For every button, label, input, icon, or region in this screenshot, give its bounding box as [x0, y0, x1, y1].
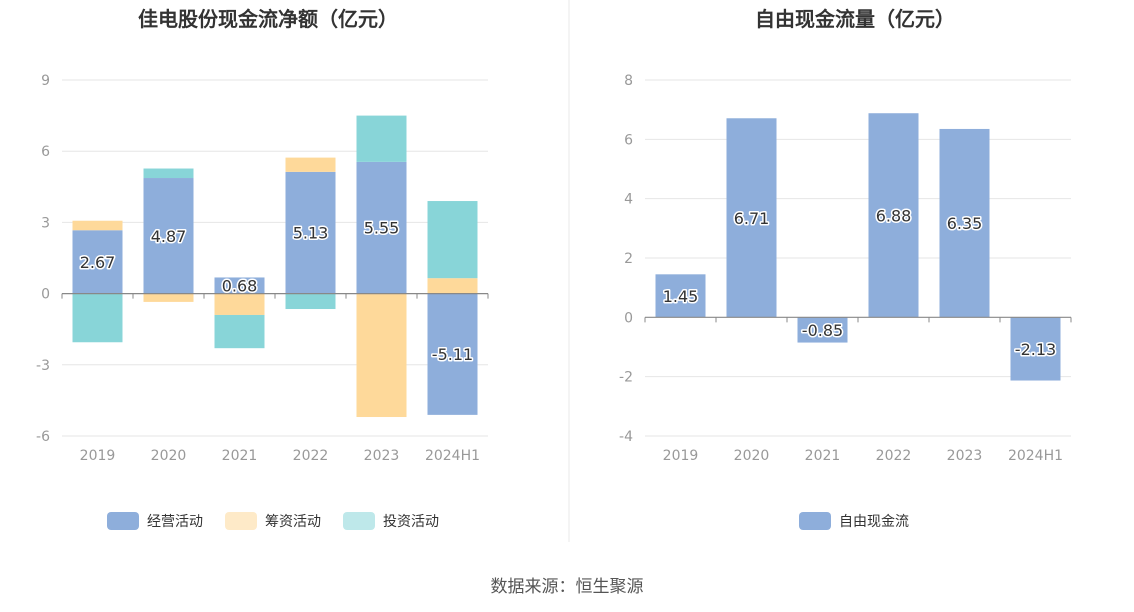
bar: [356, 115, 407, 162]
bar: [427, 201, 478, 279]
data-label: -5.11: [432, 345, 473, 364]
y-tick-label: 9: [41, 73, 50, 89]
bar: [285, 171, 336, 294]
y-tick-label: 6: [41, 144, 50, 160]
chart-title: 自由现金流量（亿元）: [755, 7, 955, 31]
data-label: 0.68: [222, 277, 258, 296]
x-tick-label: 2022: [876, 448, 912, 464]
bar: [868, 113, 919, 318]
y-tick-label: 8: [624, 73, 633, 89]
data-label: 2.67: [80, 253, 116, 272]
x-tick-label: 2020: [734, 448, 770, 464]
legend-label: 经营活动: [147, 514, 203, 530]
x-tick-label: 2022: [293, 448, 329, 464]
bar: [356, 293, 407, 418]
legend-swatch: [107, 512, 139, 530]
y-tick-label: 4: [624, 192, 633, 208]
y-tick-label: -6: [36, 429, 50, 445]
bar: [726, 118, 777, 318]
bar: [1010, 317, 1061, 381]
legend-label: 筹资活动: [265, 513, 321, 530]
bar: [214, 293, 265, 315]
bar: [72, 230, 123, 294]
legend-swatch: [799, 512, 831, 530]
bar: [285, 157, 336, 172]
legend-label: 自由现金流: [839, 514, 909, 530]
y-tick-label: 3: [41, 215, 50, 231]
bar: [72, 220, 123, 231]
bar: [214, 277, 265, 294]
x-tick-label: 2019: [663, 448, 699, 464]
data-label: 1.45: [663, 287, 699, 306]
legend-swatch: [225, 512, 257, 530]
y-tick-label: -2: [619, 370, 633, 386]
y-tick-label: -4: [619, 429, 633, 445]
bar: [143, 178, 194, 294]
bar: [285, 293, 336, 310]
y-tick-label: 6: [624, 132, 633, 148]
y-tick-label: -3: [36, 358, 50, 374]
x-tick-label: 2023: [947, 448, 983, 464]
data-label: 5.13: [293, 224, 329, 243]
bar: [214, 314, 265, 349]
data-label: -2.13: [1015, 340, 1056, 359]
free-cashflow-chart: 自由现金流量（亿元） -4 -2 0 2 4 6 8 2019 2020 2021 2022 2023 2…: [619, 7, 1072, 530]
bar: [356, 161, 407, 294]
bar: [143, 293, 194, 302]
legend-swatch: [343, 512, 375, 530]
source-note: 数据来源：恒生聚源: [490, 577, 644, 597]
legend-label: 投资活动: [383, 514, 439, 530]
x-tick-label: 2024H1: [1008, 448, 1063, 464]
bar: [939, 128, 990, 318]
data-label: -0.85: [802, 321, 843, 340]
data-label: 6.35: [947, 214, 983, 233]
cashflow-net-chart: 佳电股份现金流净额（亿元） -6 -3 0 3 6 9 2019 2020 2021 2022 202…: [36, 7, 489, 530]
data-label: 6.71: [734, 209, 770, 228]
y-tick-label: 0: [624, 310, 633, 326]
bar: [72, 293, 123, 343]
bar: [655, 274, 706, 318]
x-tick-label: 2019: [80, 448, 116, 464]
bar: [427, 278, 478, 294]
y-tick-label: 2: [624, 251, 633, 267]
bar: [797, 317, 848, 343]
bar: [427, 293, 478, 415]
x-tick-label: 2021: [805, 448, 841, 464]
x-tick-label: 2020: [151, 448, 187, 464]
bar: [143, 168, 194, 179]
data-label: 6.88: [876, 206, 912, 225]
chart-title: 佳电股份现金流净额（亿元）: [138, 7, 398, 31]
x-tick-label: 2021: [222, 448, 258, 464]
y-tick-label: 0: [41, 287, 50, 303]
data-label: 5.55: [364, 219, 400, 238]
x-tick-label: 2023: [364, 448, 400, 464]
data-label: 4.87: [151, 227, 187, 246]
x-tick-label: 2024H1: [425, 448, 480, 464]
